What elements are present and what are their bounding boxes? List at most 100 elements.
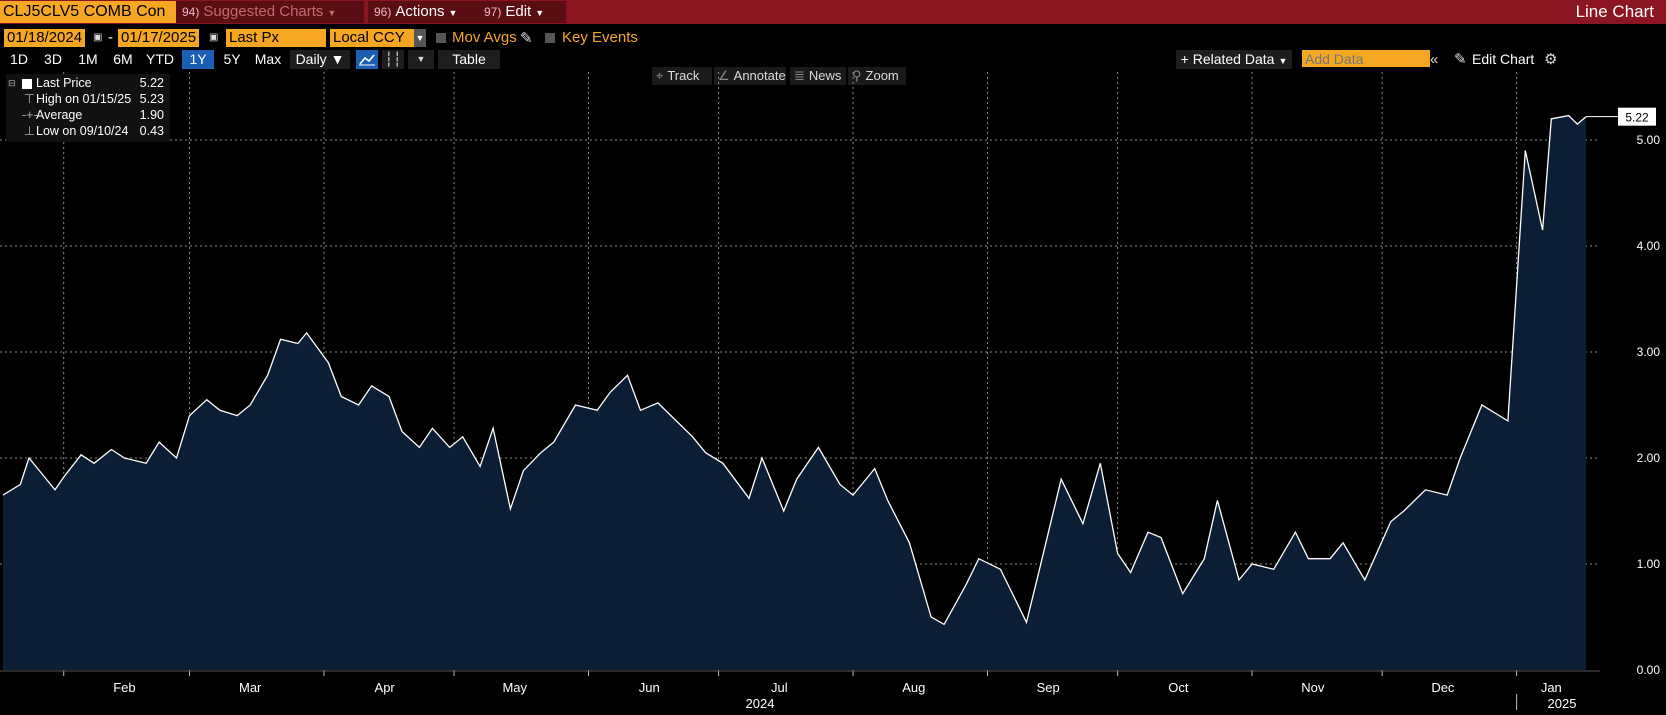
y-tick-label: 1.00: [1637, 557, 1661, 571]
line-chart-icon[interactable]: [356, 50, 378, 69]
range-button[interactable]: 1M: [78, 51, 98, 67]
periodicity-select[interactable]: Daily ▼: [290, 50, 350, 69]
currency-select[interactable]: Local CCY: [330, 29, 418, 47]
x-tick-label: Apr: [375, 680, 396, 695]
x-tick-label: Nov: [1301, 680, 1325, 695]
legend-average: -+- Average 1.90: [6, 108, 170, 123]
last-value-tag: [1618, 107, 1656, 126]
pencil-icon[interactable]: ✎: [1454, 51, 1467, 68]
x-tick-label: May: [502, 680, 527, 695]
range-button[interactable]: 3D: [44, 51, 62, 67]
legend-label: High on 01/15/25: [36, 92, 132, 106]
year-label: 2024: [746, 696, 775, 711]
related-data-button[interactable]: + Related Data ▼: [1176, 50, 1292, 69]
controls-row: 01/18/2024 ▣ - 01/17/2025 ▣ Last Px Loca…: [0, 28, 1666, 50]
actions-menu[interactable]: 96) Actions ▼: [368, 1, 486, 23]
pencil-icon[interactable]: ✎: [520, 30, 533, 47]
y-tick-label: 0.00: [1637, 663, 1661, 677]
x-tick-label: Feb: [113, 680, 135, 695]
chevron-down-icon: ▼: [327, 8, 337, 18]
legend-value: 0.43: [139, 124, 164, 138]
low-marker-icon: ⊥: [24, 124, 35, 138]
zoom-icon: ⚲: [852, 68, 862, 83]
zoom-tool[interactable]: ⚲ Zoom: [848, 67, 906, 85]
y-tick-label: 3.00: [1637, 345, 1661, 359]
legend-panel: ⊟ Last Price 5.22 ⊤ High on 01/15/25 5.2…: [6, 74, 170, 142]
track-label: Track: [667, 68, 700, 83]
chevron-down-icon[interactable]: ▼: [408, 50, 434, 69]
last-value-label: 5.22: [1625, 111, 1649, 125]
range-button[interactable]: 5Y: [223, 51, 241, 67]
legend-label: Low on 09/10/24: [36, 124, 129, 138]
range-button[interactable]: 6M: [113, 51, 133, 67]
ticker-field[interactable]: CLJ5CLV5 COMB Con: [0, 1, 177, 23]
range-button[interactable]: YTD: [146, 51, 174, 67]
chevron-down-icon: ▼: [1278, 56, 1288, 66]
date-range-dash: -: [108, 29, 113, 46]
legend-value: 5.22: [139, 76, 164, 90]
chevron-down-icon[interactable]: ▼: [414, 29, 426, 47]
key-events-label[interactable]: Key Events: [562, 29, 638, 46]
legend-low: ⊥ Low on 09/10/24 0.43: [6, 124, 170, 139]
news-icon: ≣: [794, 68, 805, 83]
range-button[interactable]: 1D: [10, 51, 28, 67]
annotate-icon: ∠: [718, 68, 730, 83]
news-tool[interactable]: ≣ News: [790, 67, 846, 85]
edit-num: 97): [484, 5, 502, 19]
start-date-field[interactable]: 01/18/2024: [4, 29, 86, 47]
gear-icon[interactable]: ⚙: [1544, 51, 1558, 68]
x-tick-label: Oct: [1168, 680, 1189, 695]
x-tick-label: Mar: [239, 680, 262, 695]
year-label: 2025: [1548, 696, 1577, 711]
price-area-fill: [3, 115, 1586, 671]
y-tick-label: 5.00: [1637, 133, 1661, 147]
related-data-label: + Related Data: [1180, 51, 1275, 67]
collapse-icon[interactable]: «: [1430, 51, 1439, 68]
add-data-input[interactable]: [1302, 50, 1430, 67]
edit-label: Edit: [505, 3, 532, 20]
suggested-charts-menu[interactable]: 94) Suggested Charts ▼: [176, 1, 364, 23]
suggested-charts-label: Suggested Charts: [203, 3, 324, 20]
legend-swatch: [22, 79, 32, 89]
mov-avgs-label[interactable]: Mov Avgs: [452, 29, 517, 46]
actions-num: 96): [374, 5, 392, 19]
field-select[interactable]: Last Px: [226, 29, 326, 47]
legend-value: 1.90: [139, 108, 164, 122]
x-tick-label: Dec: [1431, 680, 1455, 695]
table-button[interactable]: Table: [438, 50, 500, 69]
range-row: 1D 3D 1M 6M YTD 1Y 5Y Max Daily ▼ ┆┆ ▼ T…: [0, 50, 1666, 71]
average-marker-icon: -+-: [22, 108, 38, 122]
edit-chart-button[interactable]: Edit Chart: [1472, 51, 1535, 67]
collapse-toggle-icon[interactable]: ⊟: [8, 78, 16, 88]
x-tick-label: Jun: [639, 680, 660, 695]
zoom-label: Zoom: [865, 68, 899, 83]
candlestick-icon[interactable]: ┆┆: [382, 50, 404, 69]
legend-value: 5.23: [139, 92, 164, 106]
edit-menu[interactable]: 97) Edit ▼: [478, 1, 566, 23]
y-tick-label: 4.00: [1637, 239, 1661, 253]
chart-type-title: Line Chart: [1575, 2, 1654, 21]
legend-label: Last Price: [36, 76, 92, 90]
news-label: News: [808, 68, 842, 83]
y-tick-label: 2.00: [1637, 451, 1661, 465]
annotate-label: Annotate: [733, 68, 786, 83]
range-button-active[interactable]: 1Y: [182, 50, 214, 69]
actions-label: Actions: [395, 3, 445, 20]
end-date-field[interactable]: 01/17/2025: [118, 29, 200, 47]
calendar-icon[interactable]: ▣: [93, 32, 103, 43]
mov-avgs-checkbox[interactable]: [436, 33, 446, 43]
calendar-icon[interactable]: ▣: [209, 32, 219, 43]
price-line: [2, 114, 1587, 626]
high-marker-icon: ⊤: [24, 92, 35, 106]
annotate-tool[interactable]: ∠ Annotate: [714, 67, 786, 85]
x-tick-label: Aug: [902, 680, 925, 695]
track-tool[interactable]: ⌖ Track: [652, 67, 712, 85]
range-button[interactable]: Max: [254, 51, 282, 67]
legend-last-price: ⊟ Last Price 5.22: [6, 76, 170, 91]
key-events-checkbox[interactable]: [545, 33, 555, 43]
suggested-charts-num: 94): [182, 5, 200, 19]
header-bar: CLJ5CLV5 COMB Con 94) Suggested Charts ▼ 9…: [0, 0, 1666, 24]
chevron-down-icon: ▼: [448, 8, 458, 18]
crosshair-icon: ⌖: [656, 68, 664, 83]
